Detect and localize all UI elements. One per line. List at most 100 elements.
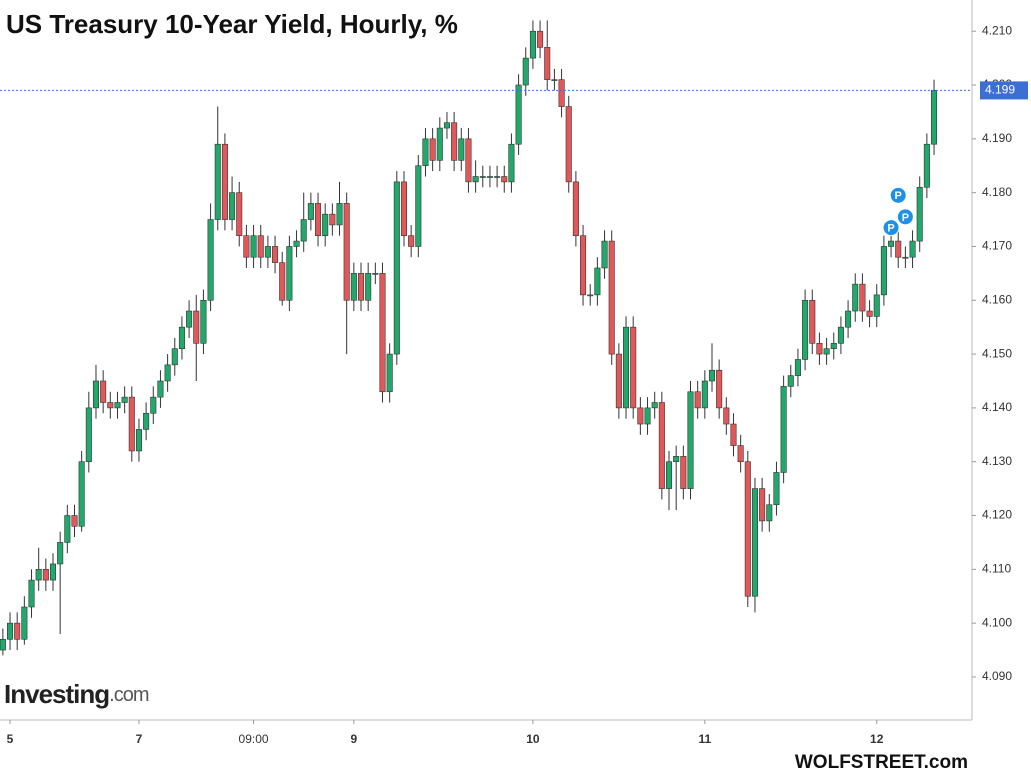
candle-body <box>214 143 221 220</box>
candle-body <box>100 380 107 403</box>
y-tick-label: 4.130 <box>982 454 1012 468</box>
candle-body <box>350 273 357 301</box>
candle-body <box>128 396 135 452</box>
candle-body <box>766 504 773 522</box>
candle-body <box>443 122 450 129</box>
candle-body <box>21 606 28 640</box>
candle-body <box>708 369 716 382</box>
candle-body <box>859 283 866 312</box>
candle-body <box>264 246 271 258</box>
candle-body <box>845 310 852 328</box>
candle-body <box>837 326 844 344</box>
candle-body <box>716 369 723 409</box>
x-tick-label: 10 <box>526 732 540 746</box>
x-tick-label: 11 <box>698 732 711 746</box>
candle-body <box>49 563 57 581</box>
candle-body <box>221 143 228 220</box>
candle-body <box>207 219 214 301</box>
candle-body <box>14 622 21 640</box>
candle-body <box>365 273 372 301</box>
candle-body <box>608 240 615 355</box>
candle-body <box>880 246 887 296</box>
candle-body <box>794 359 801 376</box>
candle-body <box>121 396 128 403</box>
candle-body <box>895 240 902 258</box>
candle-body <box>465 138 472 183</box>
candle-body <box>529 30 536 59</box>
candle-body <box>451 122 458 161</box>
annotation-label: P <box>902 212 909 224</box>
candle-body <box>28 579 35 608</box>
candle-body <box>71 515 78 527</box>
y-tick-label: 4.210 <box>982 23 1012 37</box>
candle-body <box>336 203 343 226</box>
annotation-marker <box>896 208 914 226</box>
x-tick-label: 12 <box>870 732 884 746</box>
candle-body <box>580 235 587 296</box>
candle-body <box>802 299 809 360</box>
candle-body <box>293 240 300 247</box>
candle-body <box>372 273 379 275</box>
candle-body <box>522 57 529 86</box>
candle-body <box>107 402 114 409</box>
annotation-marker <box>882 219 900 237</box>
candle-body <box>279 262 286 301</box>
candle-body <box>687 391 694 489</box>
y-tick-label: 4.190 <box>982 131 1012 145</box>
candle-body <box>694 391 701 409</box>
candle-body <box>379 273 386 393</box>
candle-body <box>171 348 178 366</box>
candle-body <box>300 219 307 242</box>
candle-body <box>565 106 572 183</box>
y-tick-label: 4.120 <box>982 508 1012 522</box>
candle-body <box>644 407 651 425</box>
last-price-label: 4.199 <box>985 83 1015 97</box>
annotation-label: P <box>895 190 902 202</box>
y-tick-label: 4.150 <box>982 346 1012 360</box>
candle-body <box>436 127 443 161</box>
candle-body <box>759 488 766 522</box>
candle-body <box>816 343 823 355</box>
candle-body <box>852 283 859 312</box>
candle-body <box>787 375 794 387</box>
chart-title: US Treasury 10-Year Yield, Hourly, % <box>6 9 458 39</box>
candle-body <box>85 407 92 463</box>
candle-body <box>157 380 164 398</box>
candle-body <box>150 396 157 414</box>
candle-body <box>257 235 264 258</box>
candle-body <box>408 235 415 247</box>
candle-body <box>601 240 608 269</box>
candle-body <box>135 429 142 452</box>
candle-body <box>558 79 565 107</box>
candle-body <box>501 176 508 183</box>
candle-body <box>400 181 408 236</box>
y-tick-label: 4.090 <box>982 669 1012 683</box>
candle-body <box>272 246 279 263</box>
candle-body <box>458 138 465 161</box>
x-tick-label: 09:00 <box>239 732 269 746</box>
candle-body <box>701 380 708 409</box>
logo-suffix: .com <box>109 684 149 706</box>
candle-body <box>415 165 422 247</box>
candle-body <box>472 176 479 183</box>
credit: WOLFSTREET.com <box>795 752 968 773</box>
y-tick-label: 4.140 <box>982 400 1012 414</box>
logo-main: Investing <box>4 679 109 709</box>
y-tick-label: 4.180 <box>982 185 1012 199</box>
candle-body <box>486 176 493 178</box>
candle-body <box>931 90 938 145</box>
candle-body <box>551 79 558 81</box>
candle-body <box>780 386 787 473</box>
x-tick-label: 7 <box>136 732 143 746</box>
candle-body <box>322 213 329 236</box>
candle-body <box>623 326 630 409</box>
candle-body <box>773 472 780 506</box>
x-tick-label: 9 <box>351 732 358 746</box>
candle-body <box>343 203 350 301</box>
x-tick-label: 5 <box>7 732 14 746</box>
candle-body <box>737 445 744 463</box>
candle-body <box>665 461 673 489</box>
candle-body <box>680 456 687 489</box>
candle-body <box>193 310 200 344</box>
